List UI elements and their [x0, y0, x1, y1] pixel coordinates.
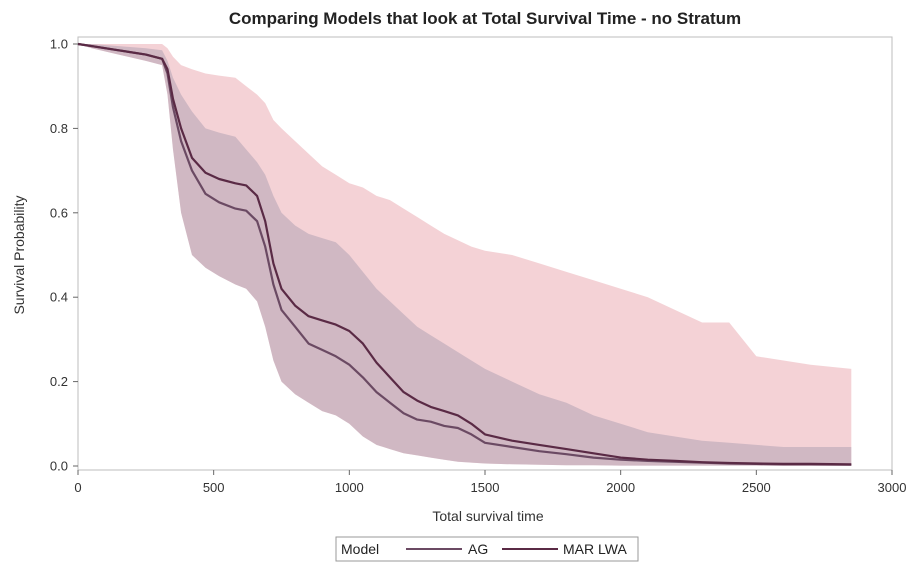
y-axis-label: Survival Probability: [11, 195, 27, 314]
x-tick-label: 1000: [335, 480, 364, 495]
confidence-band-ag: [78, 44, 852, 466]
confidence-bands-layer: [78, 44, 852, 466]
y-tick-label: 0.4: [50, 290, 68, 305]
x-tick-label: 500: [203, 480, 225, 495]
x-tick-label: 2500: [742, 480, 771, 495]
confidence-band-mar-lwa: [78, 44, 852, 466]
legend: Model AG MAR LWA: [335, 536, 639, 562]
legend-frame: [335, 536, 639, 562]
chart-title: Comparing Models that look at Total Surv…: [229, 9, 741, 28]
legend-label-ag: AG: [468, 541, 488, 557]
y-axis-ticks: 0.0 0.2 0.4 0.6 0.8 1.0: [50, 37, 78, 474]
series-lines-layer: [77, 42, 852, 466]
x-tick-label: 2000: [606, 480, 635, 495]
series-line-mar-lwa: [77, 42, 852, 466]
legend-title: Model: [341, 541, 379, 557]
y-tick-label: 0.6: [50, 205, 68, 220]
x-axis-ticks: 0 500 1000 1500 2000 2500 3000: [74, 470, 906, 495]
x-tick-label: 0: [74, 480, 81, 495]
x-tick-label: 1500: [471, 480, 500, 495]
series-line-ag: [77, 42, 852, 466]
x-axis-label: Total survival time: [432, 508, 543, 524]
y-tick-label: 0.0: [50, 459, 68, 474]
y-tick-label: 1.0: [50, 37, 68, 52]
legend-label-mar-lwa: MAR LWA: [563, 541, 627, 557]
y-tick-label: 0.8: [50, 121, 68, 136]
y-tick-label: 0.2: [50, 374, 68, 389]
x-tick-label: 3000: [878, 480, 907, 495]
